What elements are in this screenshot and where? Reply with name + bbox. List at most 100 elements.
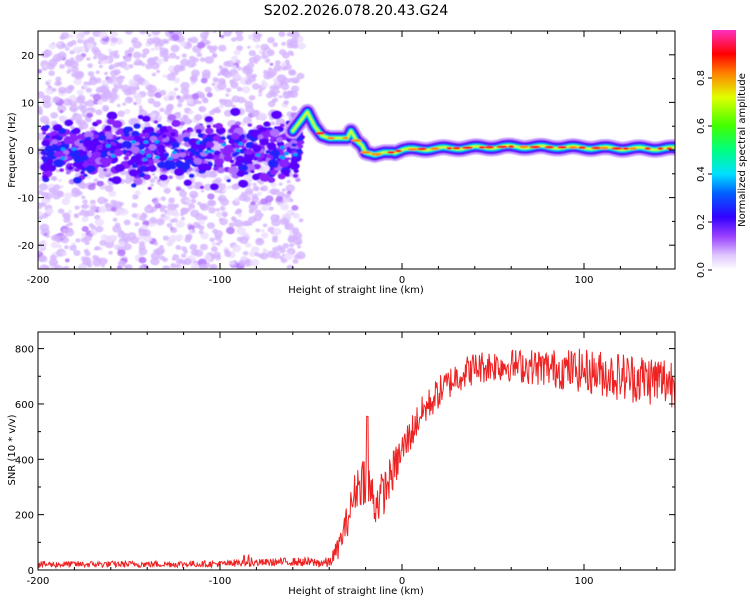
noise-blob (147, 98, 155, 104)
noise-blob (245, 105, 254, 113)
noise-blob (231, 216, 236, 221)
noise-blob (281, 188, 286, 192)
band-blob (156, 130, 161, 134)
ridge-hotspot (370, 152, 383, 156)
noise-blob (205, 40, 211, 45)
noise-blob (63, 212, 71, 220)
band-blob (96, 180, 104, 187)
band-blob (238, 164, 248, 172)
ridge-hotspot (484, 145, 495, 149)
noise-blob (200, 189, 205, 193)
noise-blob (260, 43, 270, 51)
noise-blob (175, 220, 185, 229)
noise-blob (216, 241, 221, 246)
band-blob (156, 161, 167, 169)
noise-blob (81, 233, 86, 237)
noise-blob (78, 46, 86, 53)
band-hot-blob (146, 154, 152, 158)
noise-blob (203, 183, 212, 191)
noise-blob (290, 52, 295, 57)
noise-blob (243, 99, 248, 103)
band-blob (163, 152, 169, 158)
noise-blob (247, 34, 255, 40)
band-blob (278, 173, 286, 180)
noise-blob (180, 81, 190, 90)
noise-blob (182, 94, 189, 100)
noise-blob (53, 265, 63, 269)
band-blob (157, 136, 164, 141)
noise-blob (168, 95, 175, 101)
band-hot-blob (280, 155, 286, 160)
noise-blob (55, 76, 62, 82)
noise-blob (89, 75, 96, 81)
band-hot-blob (131, 140, 136, 144)
noise-blob (198, 219, 205, 225)
noise-blob (250, 201, 256, 206)
band-blob (51, 139, 58, 145)
ridge-hotspot (568, 146, 578, 149)
noise-blob (150, 113, 156, 118)
noise-blob (98, 64, 103, 69)
noise-blob (261, 232, 269, 239)
noise-blob (51, 87, 57, 92)
band-blob (63, 137, 73, 145)
noise-blob (116, 103, 121, 108)
band-blob (183, 136, 190, 142)
noise-blob (191, 229, 196, 233)
spectrogram-ytick-label: 10 (21, 98, 34, 109)
noise-blob (254, 252, 260, 257)
snr-xtick-label: 100 (574, 576, 593, 587)
spectrogram-ytick-label: -20 (18, 241, 34, 252)
band-hot-blob (198, 149, 203, 153)
band-hot-blob (179, 149, 185, 153)
noise-blob (231, 55, 238, 62)
noise-blob (209, 237, 215, 242)
noise-blob (260, 198, 268, 205)
noise-blob (45, 234, 50, 238)
band-blob (98, 134, 107, 141)
noise-blob (290, 85, 300, 93)
noise-blob (160, 196, 166, 201)
noise-blob (162, 235, 169, 241)
noise-blob (181, 216, 185, 221)
noise-blob (77, 104, 85, 111)
noise-blob (56, 80, 63, 86)
band-blob (188, 173, 195, 178)
noise-blob (74, 190, 81, 195)
noise-blob (252, 182, 257, 186)
noise-blob (103, 55, 109, 60)
noise-blob (292, 212, 300, 219)
band-blob (253, 157, 258, 161)
band-blob (253, 163, 261, 170)
noise-blob (221, 189, 227, 193)
noise-blob (55, 169, 60, 173)
noise-blob (242, 220, 249, 226)
noise-blob (261, 51, 266, 56)
band-blob (213, 150, 221, 156)
noise-blob (204, 56, 214, 64)
band-blob (72, 127, 81, 134)
ridge-hotspot (407, 148, 419, 151)
noise-blob (38, 132, 45, 141)
noise-blob (56, 41, 66, 50)
noise-blob (218, 104, 224, 109)
noise-blob (174, 203, 179, 208)
band-blob (233, 142, 238, 146)
noise-blob (291, 205, 299, 211)
noise-blob (52, 191, 62, 200)
band-blob (57, 127, 67, 135)
noise-blob (38, 210, 43, 217)
noise-blob (248, 216, 257, 224)
noise-blob (146, 204, 152, 209)
band-blob (133, 123, 141, 129)
noise-blob (90, 93, 94, 97)
band-hot-blob (60, 147, 66, 151)
noise-blob (132, 194, 139, 200)
band-blob (260, 138, 269, 146)
noise-blob (176, 56, 180, 59)
ridge-hotspot (478, 146, 486, 149)
noise-blob (159, 47, 169, 56)
band-blob (59, 168, 64, 173)
snr-axes: -200 -100 0 100 0 200 400 600 800 (15, 331, 676, 587)
